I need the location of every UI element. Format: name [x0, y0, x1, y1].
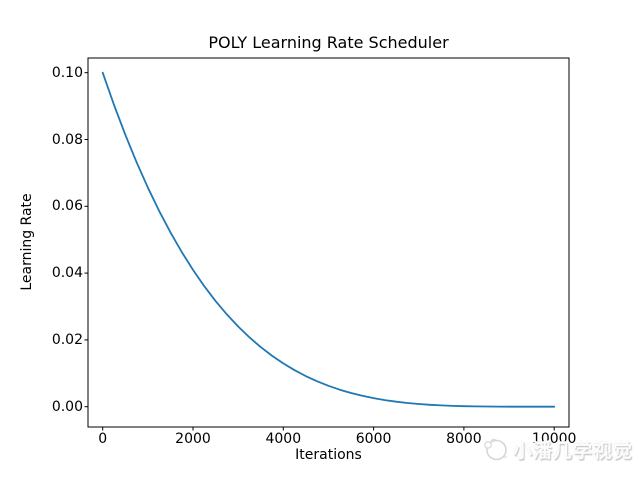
y-tick-label: 0.02 — [51, 331, 83, 348]
y-tick-label: 0.00 — [51, 398, 83, 415]
x-tick-label: 0 — [98, 431, 108, 447]
x-tick-label: 8000 — [446, 431, 482, 447]
x-tick-label: 2000 — [175, 431, 211, 447]
x-tick-label: 4000 — [265, 431, 302, 447]
x-axis-label: Iterations — [295, 447, 362, 463]
series-line-poly_lr — [101, 71, 556, 408]
x-tick-label: 10000 — [531, 431, 577, 447]
y-tick-label: 0.06 — [51, 198, 83, 215]
chart-title: POLY Learning Rate Scheduler — [208, 33, 449, 52]
x-tick-label: 6000 — [355, 431, 392, 447]
y-tick-label: 0.10 — [51, 64, 83, 81]
axes-spines — [87, 57, 570, 428]
y-tick-label: 0.04 — [51, 265, 83, 282]
y-tick-label: 0.08 — [51, 131, 83, 148]
